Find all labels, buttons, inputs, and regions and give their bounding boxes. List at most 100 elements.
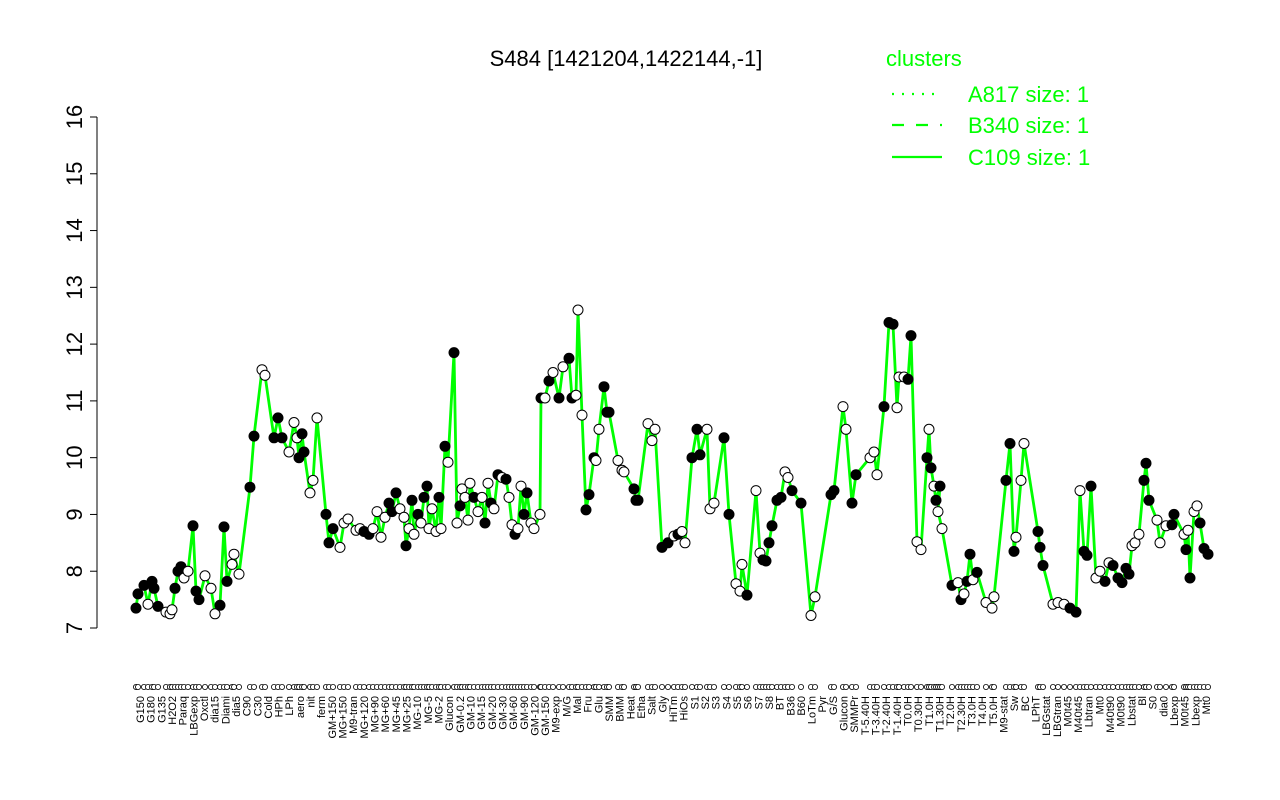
data-point <box>850 469 862 481</box>
data-point <box>426 503 438 515</box>
x-sample-marker <box>682 684 689 691</box>
data-point <box>603 406 615 418</box>
x-tick-label: T2.30H <box>956 696 968 732</box>
data-point <box>891 402 903 414</box>
data-point <box>272 412 284 424</box>
data-point <box>1180 544 1192 556</box>
data-point <box>182 565 194 577</box>
data-point <box>795 497 807 509</box>
data-point <box>367 523 379 535</box>
data-point <box>642 418 654 430</box>
x-sample-marker <box>201 684 208 691</box>
y-tick-label: 14 <box>62 218 87 242</box>
x-sample-marker <box>789 684 796 691</box>
data-point <box>500 473 512 485</box>
x-tick-label: LBGstat <box>1041 696 1053 736</box>
data-point <box>887 318 899 330</box>
data-point <box>448 347 460 359</box>
data-point <box>439 440 451 452</box>
x-sample-marker <box>689 684 696 691</box>
x-tick-label: MG-2 <box>434 696 446 724</box>
data-point <box>649 423 661 435</box>
x-tick-label: M40t45 <box>1073 696 1085 733</box>
x-sample-marker <box>652 684 659 691</box>
x-sample-marker <box>881 684 888 691</box>
data-point <box>936 523 948 535</box>
data-point <box>553 392 565 404</box>
x-tick-label: dia5 <box>231 696 243 717</box>
data-point <box>988 591 1000 603</box>
x-tick-label: Heat <box>625 696 637 719</box>
data-point <box>462 514 474 526</box>
x-tick-label: GM-0.2 <box>455 696 467 733</box>
x-sample-marker <box>550 684 557 691</box>
x-tick-label: S0 <box>1148 696 1160 709</box>
data-point <box>786 485 798 497</box>
data-point <box>398 511 410 523</box>
data-point <box>1070 606 1082 618</box>
x-tick-label: M/G <box>561 696 573 717</box>
data-point <box>676 526 688 537</box>
data-point <box>528 523 540 535</box>
x-tick-label: M0t90 <box>1116 696 1128 727</box>
x-tick-label: S3 <box>711 696 723 709</box>
x-tick-label: Oxctl <box>199 696 211 721</box>
x-sample-marker <box>1061 684 1068 691</box>
x-sample-marker <box>974 684 981 691</box>
x-tick-label: M9-stat <box>999 696 1011 733</box>
data-point <box>618 466 630 478</box>
data-point <box>1037 560 1049 571</box>
x-sample-marker <box>235 684 242 691</box>
y-tick-label: 9 <box>62 508 87 520</box>
data-point <box>521 487 533 499</box>
x-sample-marker <box>606 684 613 691</box>
data-point <box>1140 457 1152 469</box>
data-point <box>390 487 402 499</box>
data-point <box>166 604 178 616</box>
x-tick-label: G135 <box>156 696 168 723</box>
data-point <box>1081 549 1093 561</box>
data-point <box>379 511 391 523</box>
chart-title: S484 [1421204,1422144,-1] <box>490 46 763 71</box>
x-tick-label: S6 <box>743 696 755 709</box>
data-point <box>205 582 217 594</box>
x-tick-label: Salt <box>647 696 659 715</box>
x-sample-marker <box>659 684 666 691</box>
x-tick-label: Paraq <box>178 696 190 725</box>
data-point <box>1191 500 1203 512</box>
data-point <box>371 506 383 518</box>
x-sample-marker <box>697 684 704 691</box>
x-tick-label: T0.0H <box>903 696 915 726</box>
data-point <box>760 555 772 567</box>
data-point <box>1000 474 1012 486</box>
x-tick-label: nit <box>306 696 318 708</box>
data-point <box>1008 545 1020 557</box>
x-tick-label: T3.0H <box>967 696 979 726</box>
x-sample-marker <box>278 684 285 691</box>
data-point <box>375 531 387 543</box>
data-point <box>539 392 551 404</box>
x-sample-marker <box>739 684 746 691</box>
series-line <box>134 308 1210 617</box>
x-tick-label: Sw <box>1009 696 1021 711</box>
data-point <box>288 417 300 428</box>
x-sample-marker <box>635 684 642 691</box>
data-point <box>244 481 256 493</box>
x-tick-label: T-3.40H <box>871 696 883 735</box>
data-point <box>421 480 433 492</box>
data-point <box>512 523 524 535</box>
data-point <box>846 497 858 509</box>
x-sample-marker <box>1171 684 1178 691</box>
data-point <box>464 477 476 489</box>
x-tick-label: SMMPr <box>849 696 861 733</box>
x-tick-label: Gly <box>657 696 669 713</box>
data-point <box>1034 541 1046 553</box>
data-point <box>152 600 164 612</box>
data-point <box>233 568 245 580</box>
x-tick-label: LBGexp <box>188 696 200 736</box>
data-point <box>1133 528 1145 540</box>
x-sample-marker <box>560 684 567 691</box>
x-tick-label: MG+150 <box>338 696 350 739</box>
x-sample-marker <box>812 684 819 691</box>
x-tick-label: MG+120 <box>359 696 371 739</box>
